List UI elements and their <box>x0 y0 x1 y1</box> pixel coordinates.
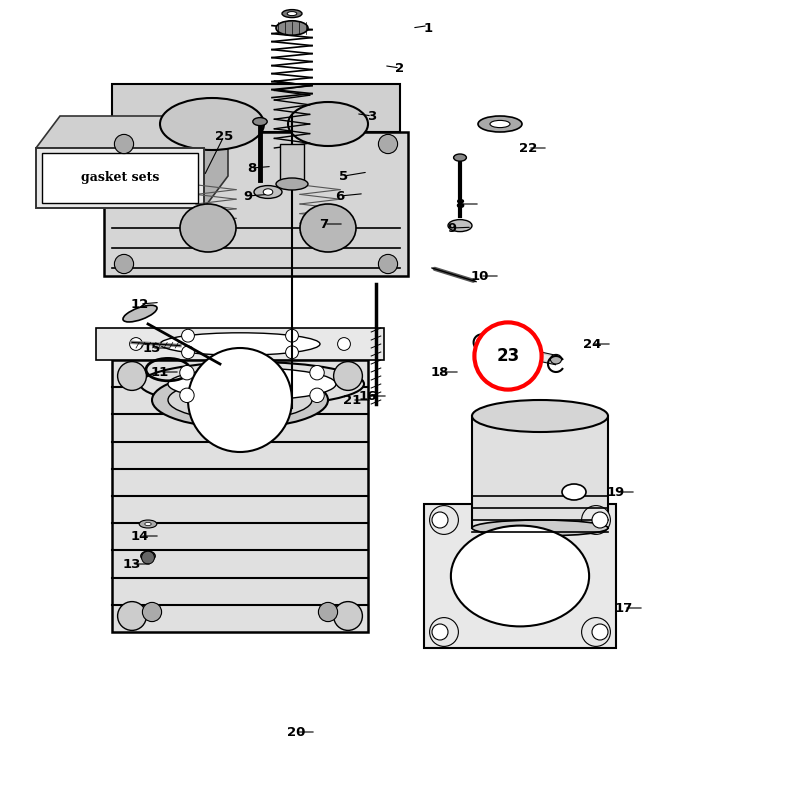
Ellipse shape <box>478 116 522 132</box>
Ellipse shape <box>276 21 308 35</box>
Circle shape <box>430 506 458 534</box>
Ellipse shape <box>123 306 157 322</box>
Ellipse shape <box>300 204 356 252</box>
Polygon shape <box>204 116 228 208</box>
Ellipse shape <box>140 362 364 406</box>
Bar <box>36 148 204 208</box>
Circle shape <box>318 602 338 622</box>
Ellipse shape <box>139 520 157 528</box>
Text: 3: 3 <box>367 110 377 122</box>
Text: 23: 23 <box>496 347 520 365</box>
Ellipse shape <box>476 340 487 350</box>
Circle shape <box>142 551 154 564</box>
Ellipse shape <box>160 98 264 150</box>
Text: 15: 15 <box>143 342 161 354</box>
Circle shape <box>114 134 134 154</box>
Text: 16: 16 <box>359 390 377 402</box>
Text: 13: 13 <box>123 558 141 570</box>
Circle shape <box>142 602 162 622</box>
Ellipse shape <box>168 380 312 420</box>
Circle shape <box>188 348 292 452</box>
Ellipse shape <box>287 11 297 15</box>
Text: 9: 9 <box>447 222 457 234</box>
Ellipse shape <box>145 522 151 526</box>
Ellipse shape <box>550 354 562 364</box>
Circle shape <box>592 512 608 528</box>
Bar <box>112 360 368 632</box>
Text: 12: 12 <box>131 298 149 310</box>
Circle shape <box>432 512 448 528</box>
Circle shape <box>286 346 298 358</box>
Circle shape <box>338 338 350 350</box>
Circle shape <box>430 618 458 646</box>
Text: 20: 20 <box>287 726 305 738</box>
Bar <box>472 416 608 528</box>
Circle shape <box>118 362 146 390</box>
Circle shape <box>310 388 324 402</box>
Ellipse shape <box>160 333 320 355</box>
Ellipse shape <box>451 526 589 626</box>
Circle shape <box>432 624 448 640</box>
Text: 1: 1 <box>423 22 433 34</box>
Circle shape <box>310 366 324 380</box>
Circle shape <box>474 322 542 390</box>
Ellipse shape <box>490 120 510 127</box>
Text: 10: 10 <box>471 270 489 282</box>
Circle shape <box>592 624 608 640</box>
Circle shape <box>180 388 194 402</box>
Ellipse shape <box>282 10 302 18</box>
Ellipse shape <box>454 154 466 161</box>
Polygon shape <box>36 116 228 148</box>
Text: 8: 8 <box>455 198 465 210</box>
Text: 8: 8 <box>247 162 257 174</box>
Text: 11: 11 <box>151 366 169 378</box>
Text: 2: 2 <box>395 62 405 74</box>
Circle shape <box>334 602 362 630</box>
Bar <box>280 144 304 180</box>
Circle shape <box>114 254 134 274</box>
Bar <box>112 84 400 132</box>
Text: 14: 14 <box>131 530 149 542</box>
Circle shape <box>378 254 398 274</box>
Ellipse shape <box>276 178 308 190</box>
Text: 22: 22 <box>519 142 537 154</box>
Text: 19: 19 <box>607 486 625 498</box>
Circle shape <box>286 330 298 342</box>
Text: 5: 5 <box>339 170 349 182</box>
Text: 17: 17 <box>615 602 633 614</box>
Ellipse shape <box>448 219 472 232</box>
Ellipse shape <box>288 102 368 146</box>
Bar <box>96 328 384 360</box>
Ellipse shape <box>180 204 236 252</box>
Ellipse shape <box>263 189 273 195</box>
Ellipse shape <box>141 551 155 561</box>
Text: 24: 24 <box>583 338 601 350</box>
Circle shape <box>378 134 398 154</box>
Text: 25: 25 <box>215 130 233 142</box>
Bar <box>424 504 616 648</box>
Circle shape <box>334 362 362 390</box>
Circle shape <box>582 618 610 646</box>
Text: 7: 7 <box>319 218 329 230</box>
Circle shape <box>130 338 142 350</box>
FancyBboxPatch shape <box>42 153 198 203</box>
Ellipse shape <box>254 186 282 198</box>
Text: 9: 9 <box>243 190 253 202</box>
Ellipse shape <box>168 368 336 400</box>
Circle shape <box>118 602 146 630</box>
Ellipse shape <box>152 372 328 428</box>
Ellipse shape <box>253 118 267 126</box>
Ellipse shape <box>472 400 608 432</box>
Text: 6: 6 <box>335 190 345 202</box>
Text: 21: 21 <box>343 394 361 406</box>
Text: gasket sets: gasket sets <box>81 171 159 185</box>
Bar <box>104 132 408 276</box>
Ellipse shape <box>562 484 586 500</box>
Circle shape <box>182 330 194 342</box>
Ellipse shape <box>472 520 608 536</box>
Text: 18: 18 <box>431 366 449 378</box>
Circle shape <box>180 366 194 380</box>
Circle shape <box>182 346 194 358</box>
Circle shape <box>582 506 610 534</box>
